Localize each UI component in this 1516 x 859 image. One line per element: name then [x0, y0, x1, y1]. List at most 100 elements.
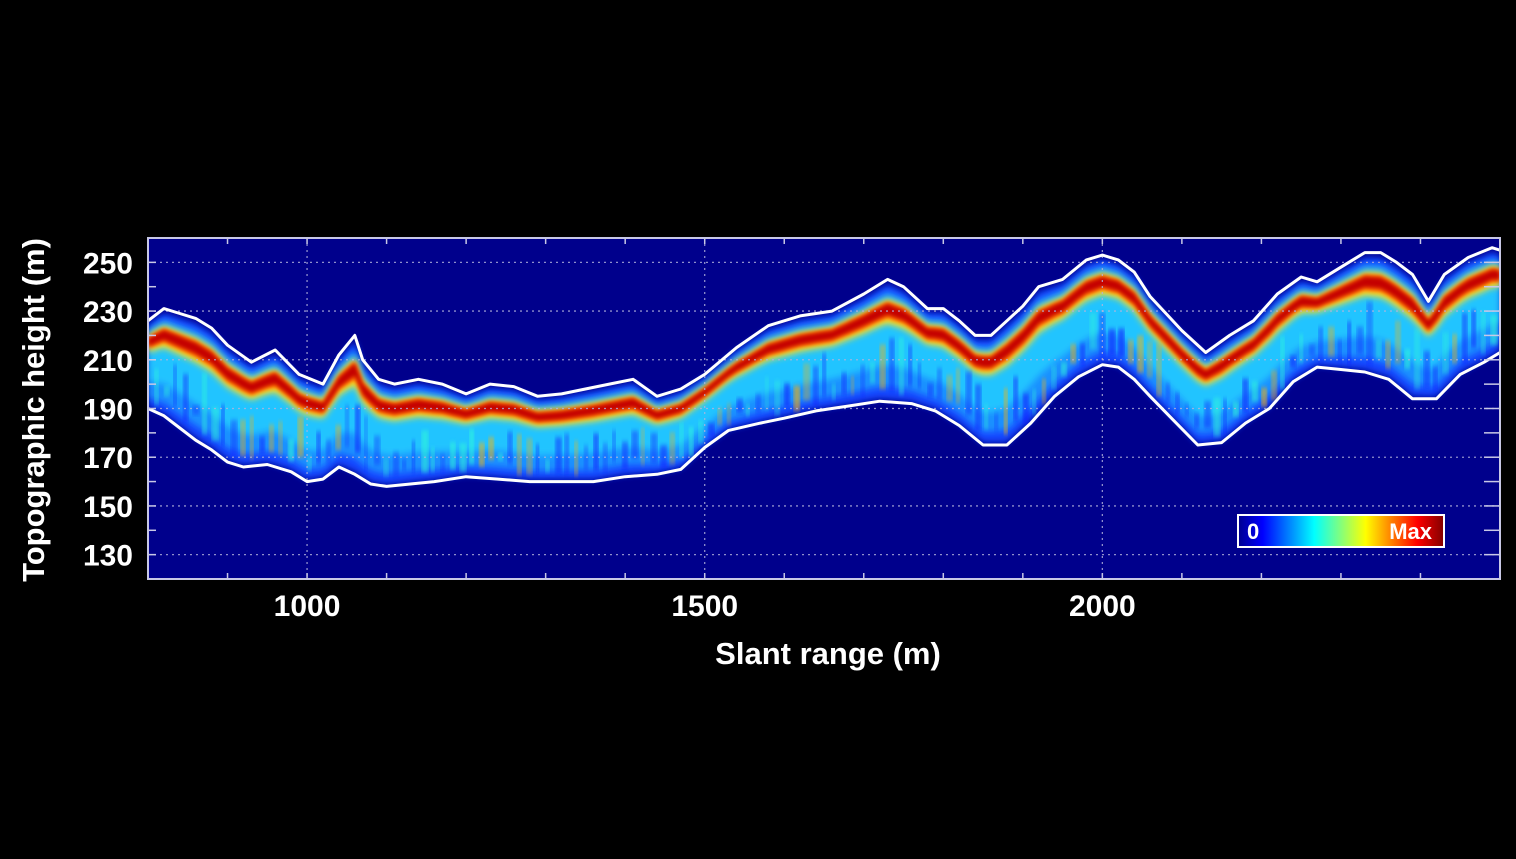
- heat-streak: [545, 459, 550, 473]
- heat-streak: [1041, 378, 1046, 404]
- colorbar-gradient: [1237, 514, 1445, 548]
- colorbar-max-label: Max: [1389, 519, 1433, 544]
- heat-streak: [860, 364, 865, 397]
- heat-streak: [555, 437, 562, 474]
- heat-streak: [1108, 329, 1116, 356]
- heat-streak: [1185, 403, 1189, 417]
- heat-streak: [1127, 339, 1134, 364]
- heat-streak: [1080, 343, 1086, 366]
- heat-streak: [1137, 335, 1144, 373]
- y-tick-label: 210: [83, 345, 133, 378]
- heat-streak: [1194, 413, 1199, 428]
- heat-streak: [517, 434, 522, 476]
- heat-streak: [927, 383, 934, 397]
- heat-streak: [412, 440, 416, 473]
- heat-streak: [1385, 340, 1391, 369]
- heat-streak: [994, 413, 999, 431]
- heat-streak: [660, 445, 667, 468]
- heat-streak: [746, 403, 750, 417]
- heat-streak: [536, 444, 540, 474]
- upper-boundary-line: [148, 246, 1500, 398]
- heat-streak: [173, 364, 177, 407]
- heat-streak: [383, 457, 389, 477]
- heat-streak: [631, 430, 639, 459]
- heat-streak: [307, 454, 312, 472]
- y-tick-label: 190: [83, 394, 133, 427]
- heat-streak: [574, 441, 578, 476]
- heat-streak: [421, 430, 429, 473]
- heat-streak: [469, 429, 475, 465]
- heat-streak: [917, 362, 922, 389]
- heat-streak: [612, 430, 616, 462]
- heat-streak: [154, 368, 159, 405]
- heat-streak: [765, 376, 769, 411]
- heat-streak: [688, 427, 694, 457]
- heat-streak: [583, 445, 589, 470]
- heat-streak: [297, 416, 304, 458]
- heat-streak: [478, 442, 485, 467]
- heat-streak: [564, 433, 570, 475]
- heat-streak: [1061, 362, 1067, 377]
- heat-streak: [507, 431, 513, 465]
- x-axis-label: Slant range (m): [715, 636, 941, 671]
- heat-streak: [593, 433, 599, 471]
- heat-band-yellow: [148, 265, 1500, 427]
- x-tick-labels: 1000 1500 2000: [274, 590, 1136, 623]
- heat-streak: [889, 338, 895, 392]
- heat-streak: [1414, 328, 1421, 390]
- heat-streak: [1271, 370, 1278, 401]
- heat-streak: [1118, 328, 1125, 357]
- heat-streak: [1328, 326, 1335, 357]
- heat-streak: [1204, 401, 1212, 428]
- heat-streak: [1251, 381, 1258, 402]
- heat-streak: [497, 453, 504, 461]
- heat-streak: [192, 405, 200, 415]
- heat-streak: [1261, 387, 1267, 407]
- heat-streak: [822, 353, 826, 397]
- heat-streak: [774, 380, 781, 416]
- heat-streak: [717, 407, 723, 425]
- heat-streak: [669, 432, 676, 465]
- heat-streak: [1280, 336, 1285, 390]
- heat-streak: [1366, 301, 1373, 365]
- heat-streak: [898, 337, 904, 395]
- heat-streak: [1013, 376, 1018, 422]
- heat-streak: [1213, 397, 1221, 437]
- heat-streak: [936, 368, 943, 400]
- colorbar-min-label: 0: [1247, 519, 1259, 544]
- heat-streak: [183, 374, 189, 422]
- heat-streak: [1375, 339, 1382, 359]
- heat-streak: [841, 372, 847, 395]
- y-tick-label: 150: [83, 491, 133, 524]
- heat-streak: [354, 405, 361, 453]
- heat-streak: [335, 424, 342, 450]
- heat-streak: [249, 416, 254, 459]
- heat-streak: [1309, 344, 1315, 356]
- heat-streak: [812, 366, 819, 406]
- heat-streak: [1166, 382, 1171, 403]
- x-tick-label: 1000: [274, 590, 341, 623]
- colorbar: 0 Max: [1237, 514, 1445, 548]
- heat-streak: [1089, 312, 1097, 350]
- heat-streak: [230, 420, 238, 456]
- heat-streak: [679, 422, 684, 459]
- y-tick-label: 250: [83, 247, 133, 280]
- heat-streak: [1032, 389, 1037, 415]
- y-tick-label: 230: [83, 296, 133, 329]
- heat-streak: [803, 363, 810, 401]
- heat-streak: [240, 419, 246, 457]
- y-tick-label: 130: [83, 540, 133, 573]
- heat-streak: [946, 375, 953, 402]
- heat-streak: [1404, 349, 1411, 369]
- heat-streak: [1423, 351, 1431, 389]
- heat-streak: [1290, 356, 1297, 368]
- backscatter-heatmap: [148, 252, 1500, 485]
- heat-streak: [879, 344, 886, 390]
- x-tick-label: 2000: [1069, 590, 1136, 623]
- heat-streak: [202, 372, 207, 435]
- heat-streak: [1156, 343, 1162, 397]
- heat-streak: [1480, 311, 1486, 355]
- heat-streak: [1442, 332, 1449, 374]
- heat-streak: [908, 344, 913, 387]
